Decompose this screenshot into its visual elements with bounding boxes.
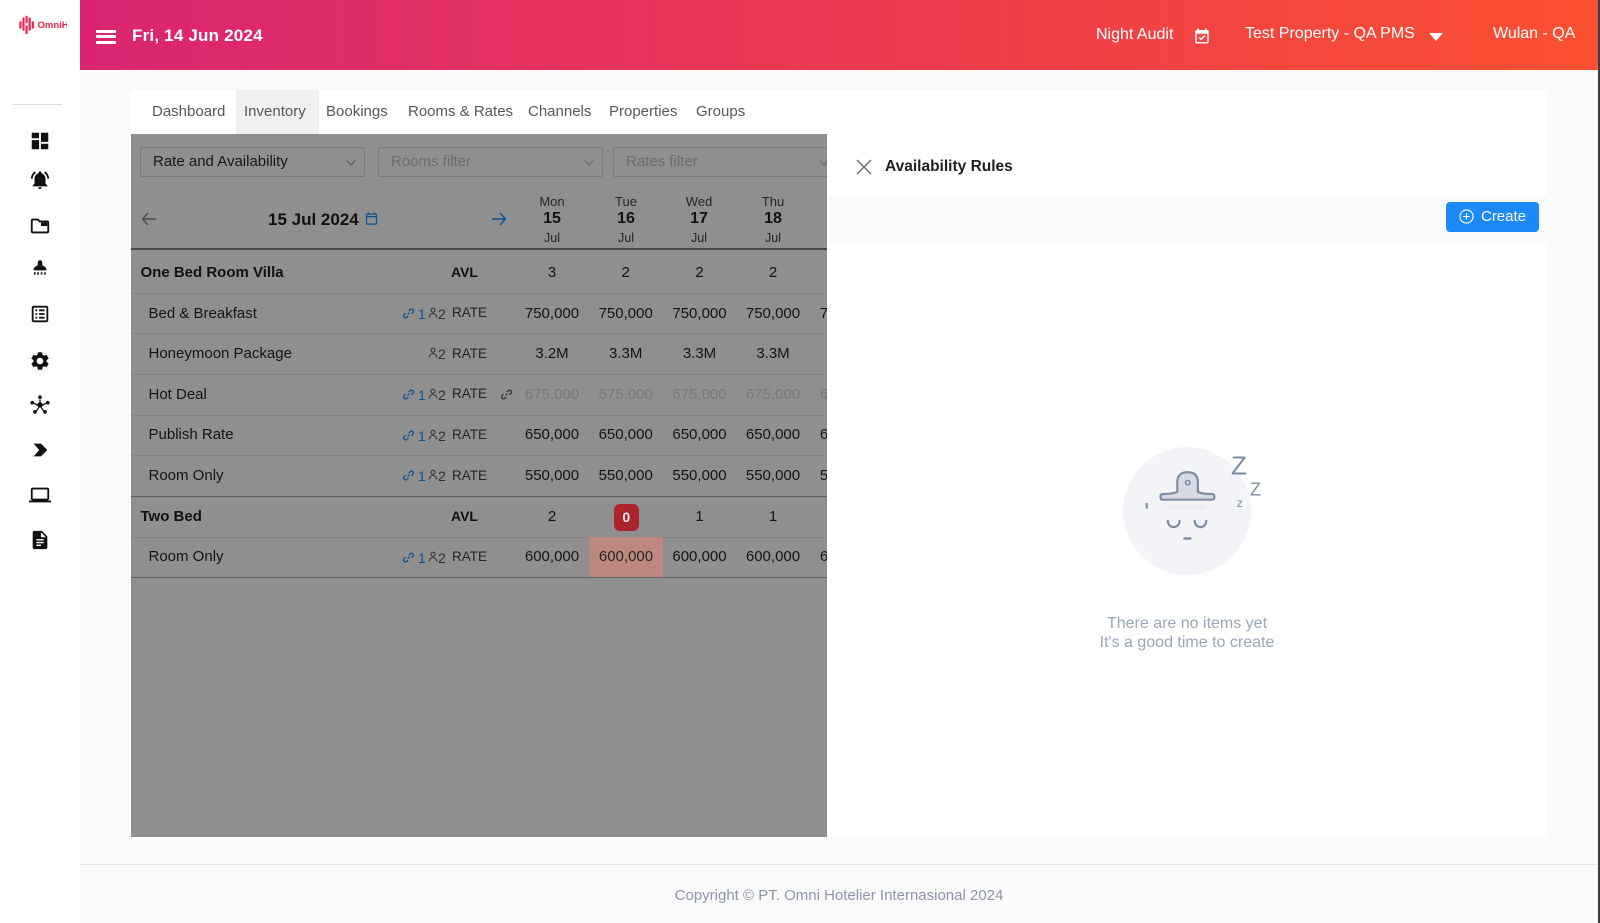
svg-text:z: z <box>1237 496 1243 510</box>
svg-text:OmniH: OmniH <box>38 20 68 31</box>
svg-text:Z: Z <box>1250 479 1261 499</box>
svg-text:Z: Z <box>1231 451 1247 481</box>
